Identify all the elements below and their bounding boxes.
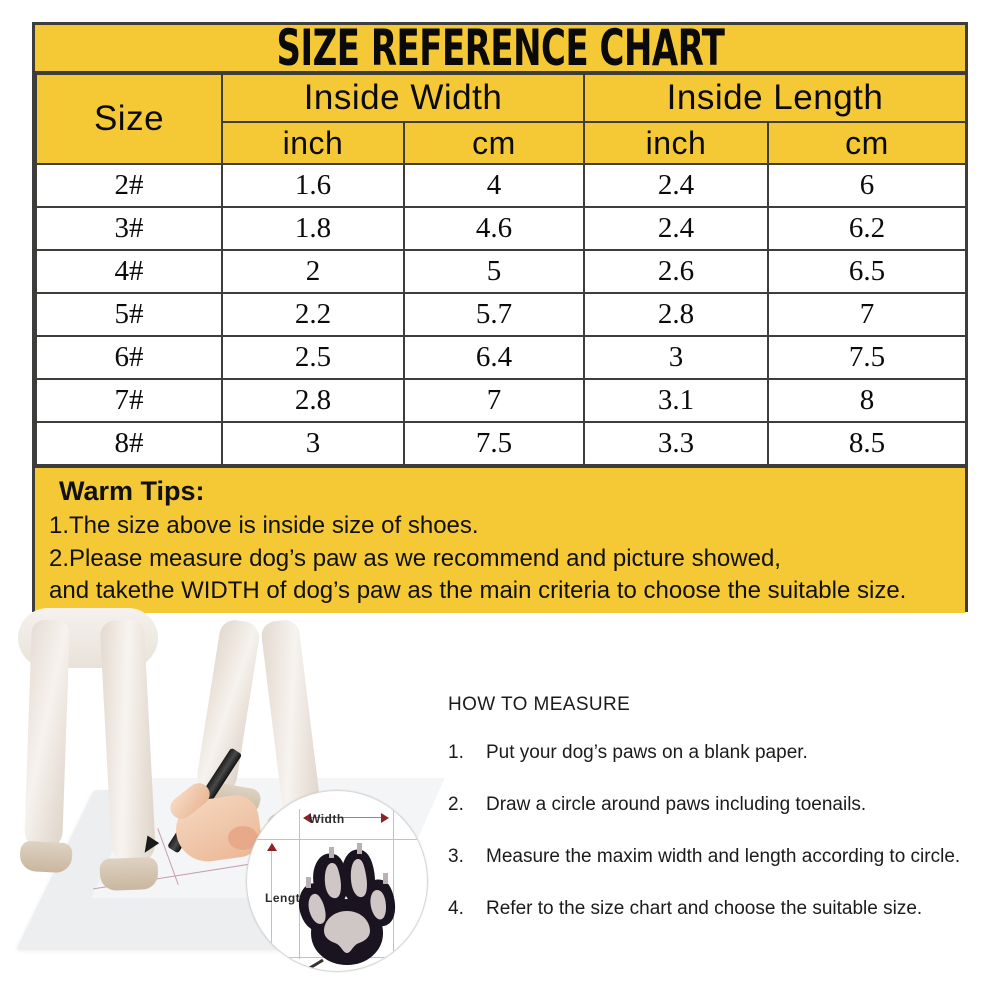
cell-size: 5#	[35, 292, 223, 337]
size-table-head: Size Inside Width Inside Length inch cm …	[35, 73, 968, 165]
cell-width-cm: 4	[403, 163, 585, 208]
step-text: Refer to the size chart and choose the s…	[486, 898, 923, 919]
cell-length-cm: 7.5	[766, 335, 968, 380]
size-table-body: 2# 1.6 4 2.4 6 3# 1.8 4.6 2.4 6.2 4# 2 5…	[35, 163, 968, 466]
table-row: 7# 2.8 7 3.1 8	[35, 378, 968, 423]
column-header-inside-width: Inside Width	[221, 73, 585, 123]
guide-line-top	[257, 839, 422, 840]
instruction-step-3: 3. Measure the maxim width and length ac…	[448, 846, 988, 868]
column-header-size: Size	[35, 73, 223, 165]
step-number: 4.	[448, 898, 464, 919]
cell-length-inch: 2.4	[583, 163, 769, 208]
cell-length-cm: 7	[766, 292, 968, 337]
table-row: 2# 1.6 4 2.4 6	[35, 163, 968, 208]
table-header-row-units: inch cm inch cm	[36, 121, 968, 165]
step-text: Measure the maxim width and length accor…	[486, 846, 961, 867]
instruction-step-1: 1. Put your dog’s paws on a blank paper.	[448, 742, 988, 764]
cell-width-inch: 2.8	[221, 378, 405, 423]
size-table: Size Inside Width Inside Length inch cm …	[35, 73, 968, 466]
dog-paw-2	[99, 856, 159, 892]
page-title: SIZE REFERENCE CHART	[276, 18, 724, 78]
step-number: 1.	[448, 742, 464, 763]
cell-size: 7#	[35, 378, 223, 423]
cell-length-inch: 3.3	[583, 421, 769, 466]
warm-tips-section: Warm Tips: 1.The size above is inside si…	[35, 466, 965, 613]
cell-width-inch: 2.2	[221, 292, 405, 337]
step-text: Put your dog’s paws on a blank paper.	[486, 742, 808, 763]
paw-measurement-inset: Width Length	[246, 790, 428, 972]
cell-length-inch: 2.4	[583, 206, 769, 251]
step-number: 3.	[448, 846, 464, 867]
cell-length-inch: 3	[583, 335, 769, 380]
cell-size: 6#	[35, 335, 223, 380]
cell-width-inch: 1.8	[221, 206, 405, 251]
width-label: Width	[309, 812, 345, 826]
column-header-inside-length: Inside Length	[582, 73, 968, 123]
chart-title-row: SIZE REFERENCE CHART	[35, 19, 965, 77]
table-row: 6# 2.5 6.4 3 7.5	[35, 335, 968, 380]
cell-length-cm: 6	[766, 163, 968, 208]
instructions-heading: HOW TO MEASURE	[448, 694, 631, 715]
step-number: 2.	[448, 794, 464, 815]
width-arrow-right-icon	[381, 813, 389, 823]
width-measure-line	[311, 817, 381, 818]
how-to-measure-photo	[0, 608, 1000, 1000]
column-header-width-cm: cm	[403, 121, 585, 165]
cell-length-cm: 8	[766, 378, 968, 423]
size-reference-chart-panel: SIZE REFERENCE CHART Size Inside Width I…	[32, 19, 968, 613]
table-row: 3# 1.8 4.6 2.4 6.2	[35, 206, 968, 251]
table-row: 5# 2.2 5.7 2.8 7	[35, 292, 968, 337]
column-header-width-inch: inch	[221, 121, 405, 165]
step-text: Draw a circle around paws including toen…	[486, 794, 867, 815]
table-row: 4# 2 5 2.6 6.5	[35, 249, 968, 294]
cell-width-cm: 7.5	[403, 421, 585, 466]
cell-width-cm: 5.7	[403, 292, 585, 337]
cell-length-cm: 8.5	[766, 421, 968, 466]
paw-print-icon	[298, 843, 396, 971]
guide-line-length-axis	[271, 843, 272, 955]
cell-length-inch: 2.6	[583, 249, 769, 294]
cell-size: 2#	[35, 163, 223, 208]
instruction-step-2: 2. Draw a circle around paws including t…	[448, 794, 988, 816]
instructions-panel: HOW TO MEASURE 1. Put your dog’s paws on…	[448, 694, 988, 950]
dog-leg-front-left	[23, 619, 71, 851]
instruction-step-4: 4. Refer to the size chart and choose th…	[448, 898, 988, 920]
cell-length-inch: 3.1	[583, 378, 769, 423]
guide-line-right	[393, 809, 394, 959]
warm-tips-line-2: 2.Please measure dog’s paw as we recomme…	[49, 545, 781, 573]
cell-width-inch: 2.5	[221, 335, 405, 380]
cell-size: 8#	[35, 421, 223, 466]
cell-width-inch: 2	[221, 249, 405, 294]
cell-size: 3#	[35, 206, 223, 251]
warm-tips-heading: Warm Tips:	[59, 476, 205, 506]
cell-length-inch: 2.8	[583, 292, 769, 337]
table-header-row-groups: Size Inside Width Inside Length	[35, 73, 968, 165]
warm-tips-line-3: and takethe WIDTH of dog’s paw as the ma…	[49, 576, 907, 604]
dog-paw-1	[19, 840, 73, 874]
cell-width-cm: 7	[403, 378, 585, 423]
cell-length-cm: 6.2	[766, 206, 968, 251]
cell-size: 4#	[35, 249, 223, 294]
cell-width-inch: 1.6	[221, 163, 405, 208]
length-label: Length	[265, 891, 308, 905]
warm-tips-line-1: 1.The size above is inside size of shoes…	[49, 512, 479, 539]
length-arrow-up-icon	[267, 843, 277, 851]
table-row: 8# 3 7.5 3.3 8.5	[35, 421, 968, 466]
cell-length-cm: 6.5	[766, 249, 968, 294]
cell-width-cm: 5	[403, 249, 585, 294]
guide-line-left	[299, 809, 300, 959]
cell-width-inch: 3	[221, 421, 405, 466]
column-header-length-cm: cm	[766, 121, 968, 165]
width-arrow-left-icon	[303, 813, 311, 823]
cell-width-cm: 4.6	[403, 206, 585, 251]
cell-width-cm: 6.4	[403, 335, 585, 380]
column-header-length-inch: inch	[583, 121, 769, 165]
